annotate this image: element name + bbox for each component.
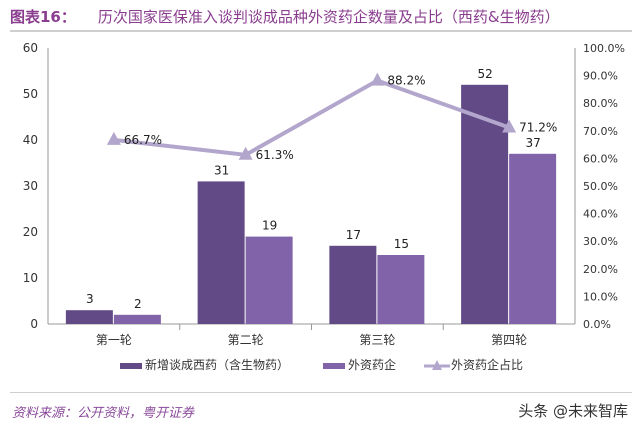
ratio-data-label: 61.3% <box>256 148 294 162</box>
bar-data-label: 15 <box>394 237 409 251</box>
bar-data-label: 2 <box>134 297 142 311</box>
bar-data-label: 17 <box>346 228 361 242</box>
source-divider <box>10 392 632 393</box>
y2-tick-label: 30.0% <box>583 235 618 248</box>
legend-swatch <box>120 363 142 369</box>
bar-data-label: 52 <box>477 67 492 81</box>
x-tick-label: 第三轮 <box>359 333 395 347</box>
chart: 0 10 20 30 40 50 60 0.0% 10.0% 20.0% 30.0% 40.0% 50.… <box>23 41 625 372</box>
title-text: 历次国家医保准入谈判谈成品种外资药企数量及占比（西药&生物药） <box>97 8 560 26</box>
watermark: 头条 @未来智库 <box>518 402 628 420</box>
y2-tick-label: 50.0% <box>583 180 618 193</box>
y2-tick-label: 0.0% <box>583 318 611 331</box>
y2-tick-label: 100.0% <box>583 42 625 55</box>
bar-data-label: 3 <box>86 292 94 306</box>
legend-marker <box>432 360 442 370</box>
y2-tick-label: 60.0% <box>583 152 618 165</box>
y-tick-label: 10 <box>23 271 38 285</box>
y-tick-label: 60 <box>23 41 38 55</box>
y2-tick-label: 10.0% <box>583 290 618 303</box>
y2-tick-label: 90.0% <box>583 70 618 83</box>
y2-tick-label: 80.0% <box>583 97 618 110</box>
legend-swatch <box>323 363 345 369</box>
ratio-data-label: 71.2% <box>519 120 557 134</box>
bar-foreign-firms <box>245 236 293 324</box>
legend-label: 外资药企占比 <box>451 357 523 372</box>
bar-foreign-firms <box>509 153 557 324</box>
y-tick-label: 50 <box>23 87 38 101</box>
bar-new-drugs <box>197 181 245 324</box>
bar-new-drugs <box>65 310 113 324</box>
ratio-data-label: 66.7% <box>124 133 162 147</box>
y2-tick-label: 40.0% <box>583 208 618 221</box>
ratio-line <box>113 78 510 157</box>
y-tick-label: 30 <box>23 179 38 193</box>
y-tick-label: 40 <box>23 133 38 147</box>
y2-tick-label: 70.0% <box>583 125 618 138</box>
ratio-data-label: 88.2% <box>387 74 425 88</box>
legend-label: 外资药企 <box>348 357 396 372</box>
chart-title: 图表16： 历次国家医保准入谈判谈成品种外资药企数量及占比（西药&生物药） <box>10 6 560 27</box>
bar-data-label: 19 <box>262 219 277 233</box>
y2-tick-label: 20.0% <box>583 263 618 276</box>
x-tick-label: 第四轮 <box>491 333 527 347</box>
bar-foreign-firms <box>377 255 425 324</box>
bar-foreign-firms <box>113 314 161 324</box>
x-tick-label: 第一轮 <box>96 333 132 347</box>
ratio-marker <box>502 119 517 133</box>
legend-label: 新增谈成西药（含生物药） <box>145 357 289 372</box>
ratio-marker <box>238 146 253 160</box>
source-note: 资料来源：公开资料，粤开证券 <box>12 406 195 421</box>
y-tick-label: 0 <box>30 317 38 331</box>
x-tick-label: 第二轮 <box>228 333 264 347</box>
title-divider <box>10 30 632 32</box>
figure-number: 图表16： <box>10 8 76 26</box>
bar-data-label: 37 <box>525 136 540 150</box>
bar-new-drugs <box>329 245 377 324</box>
ratio-marker <box>106 131 121 145</box>
y-tick-label: 20 <box>23 225 38 239</box>
ratio-marker <box>370 72 385 86</box>
bar-data-label: 31 <box>214 163 229 177</box>
